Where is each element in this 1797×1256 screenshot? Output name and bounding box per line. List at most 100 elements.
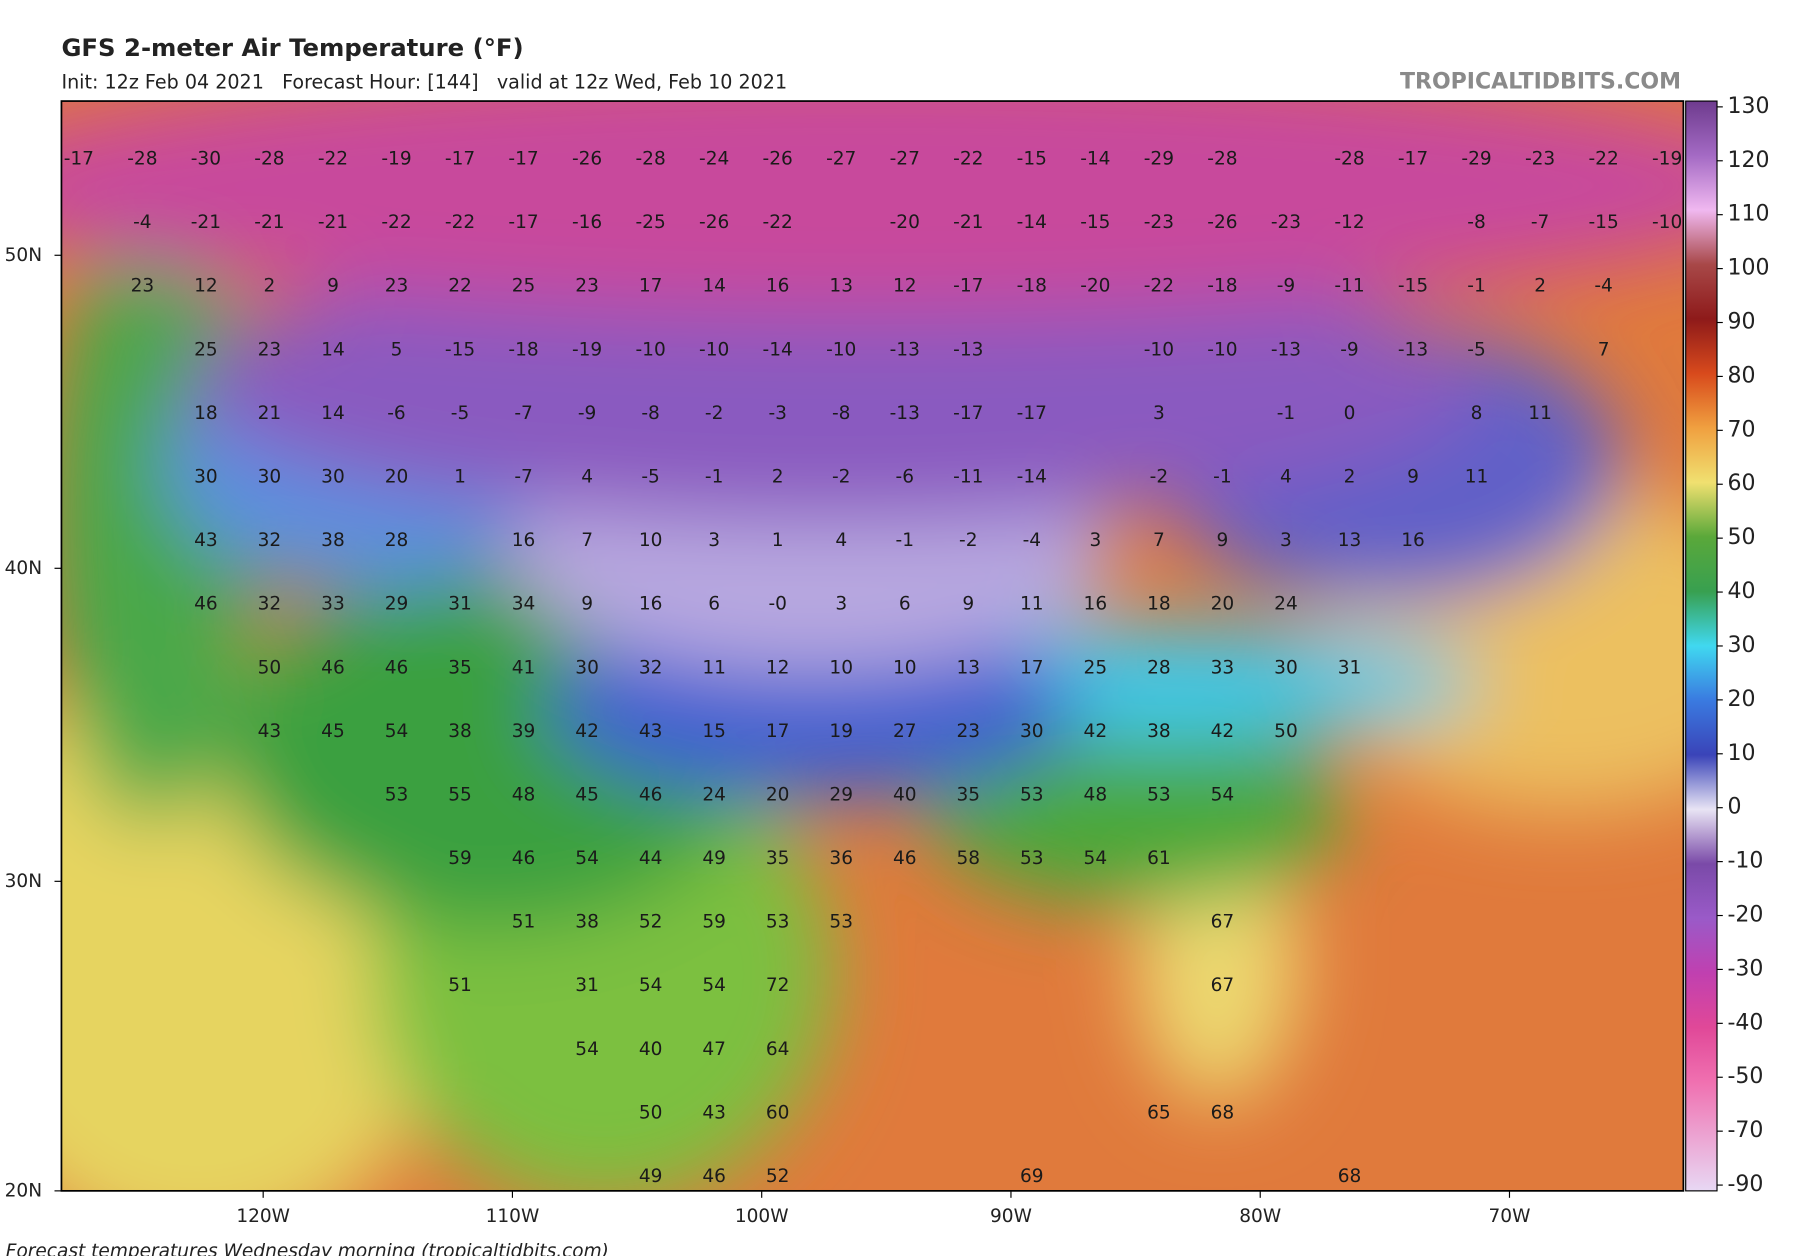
temperature-label: -8 xyxy=(832,403,850,424)
temperature-label: -14 xyxy=(1080,149,1110,170)
temperature-label: -2 xyxy=(1150,466,1168,487)
temperature-label: 7 xyxy=(581,530,593,551)
temperature-label: -13 xyxy=(1398,339,1428,360)
colorbar-tick-label: -50 xyxy=(1727,1064,1763,1089)
temperature-label: -17 xyxy=(953,403,983,424)
temperature-label: -26 xyxy=(763,149,793,170)
temperature-label: 42 xyxy=(575,721,599,742)
temperature-label: 42 xyxy=(1211,721,1235,742)
temperature-label: 6 xyxy=(899,594,911,615)
temperature-label: 11 xyxy=(1465,466,1489,487)
temperature-label: 51 xyxy=(448,975,472,996)
temperature-label: 7 xyxy=(1598,339,1610,360)
caption: Forecast temperatures Wednesday morning … xyxy=(6,1241,609,1256)
colorbar-tick-label: 110 xyxy=(1727,202,1769,227)
temperature-label: 20 xyxy=(1211,594,1235,615)
longitude-label: 90W xyxy=(990,1206,1032,1227)
temperature-label: 68 xyxy=(1338,1166,1362,1187)
temperature-label: 52 xyxy=(766,1166,790,1187)
temperature-label: 48 xyxy=(512,784,536,805)
temperature-label: 53 xyxy=(766,912,790,933)
temperature-label: -4 xyxy=(1023,530,1041,551)
temperature-label: -4 xyxy=(1594,276,1612,297)
temperature-label: 43 xyxy=(702,1102,726,1123)
temperature-label: 30 xyxy=(321,466,345,487)
temperature-label: -22 xyxy=(1588,149,1618,170)
temperature-label: 18 xyxy=(1147,594,1171,615)
temperature-label: 28 xyxy=(385,530,409,551)
colorbar-tick-label: 20 xyxy=(1727,687,1755,712)
temperature-label: -17 xyxy=(64,149,94,170)
temperature-label: 10 xyxy=(639,530,663,551)
colorbar-tick-label: 130 xyxy=(1727,94,1769,119)
longitude-label: 100W xyxy=(735,1206,789,1227)
temperature-label: 41 xyxy=(512,657,536,678)
temperature-label: 64 xyxy=(766,1039,790,1060)
longitude-label: 110W xyxy=(486,1206,540,1227)
temperature-label: -16 xyxy=(572,212,602,233)
temperature-label: 15 xyxy=(702,721,726,742)
temperature-label: 14 xyxy=(702,276,726,297)
temperature-label: -17 xyxy=(1398,149,1428,170)
temperature-label: -23 xyxy=(1144,212,1174,233)
temperature-label: -21 xyxy=(318,212,348,233)
longitude-label: 120W xyxy=(236,1206,290,1227)
map-subtitle: Init: 12z Feb 04 2021 Forecast Hour: [14… xyxy=(61,70,787,93)
temperature-label: 60 xyxy=(766,1102,790,1123)
temperature-label: 2 xyxy=(1534,276,1546,297)
temperature-label: 11 xyxy=(1020,594,1044,615)
temperature-label: 72 xyxy=(766,975,790,996)
temperature-label: 12 xyxy=(766,657,790,678)
map-frame xyxy=(60,100,1685,1192)
colorbar-tick-label: -30 xyxy=(1727,956,1763,981)
colorbar-tick-label: 50 xyxy=(1727,525,1755,550)
temperature-label: 50 xyxy=(1274,721,1298,742)
temperature-label: 8 xyxy=(1471,403,1483,424)
latitude-label: 30N xyxy=(5,871,42,892)
temperature-label: 4 xyxy=(581,466,593,487)
temperature-label: -15 xyxy=(1080,212,1110,233)
temperature-label: -28 xyxy=(1207,149,1237,170)
temperature-label: -21 xyxy=(953,212,983,233)
temperature-label: 17 xyxy=(1020,657,1044,678)
temperature-label: -8 xyxy=(641,403,659,424)
colorbar-tick-label: 0 xyxy=(1727,795,1741,820)
temperature-label: -9 xyxy=(1340,339,1358,360)
temperature-label: 11 xyxy=(1528,403,1552,424)
temperature-label: 30 xyxy=(1020,721,1044,742)
temperature-label: -2 xyxy=(832,466,850,487)
temperature-label: -18 xyxy=(1207,276,1237,297)
temperature-label: 1 xyxy=(772,530,784,551)
temperature-label: -3 xyxy=(768,403,786,424)
temperature-label: -22 xyxy=(381,212,411,233)
temperature-label: -17 xyxy=(508,149,538,170)
temperature-label: 20 xyxy=(766,784,790,805)
temperature-label: 16 xyxy=(512,530,536,551)
temperature-label: 69 xyxy=(1020,1166,1044,1187)
temperature-label: -11 xyxy=(1334,276,1364,297)
temperature-label: 9 xyxy=(1407,466,1419,487)
temperature-label: -7 xyxy=(514,403,532,424)
temperature-label: -15 xyxy=(445,339,475,360)
temperature-label: 23 xyxy=(956,721,980,742)
temperature-label: -27 xyxy=(890,149,920,170)
temperature-label: 5 xyxy=(391,339,403,360)
temperature-label: 48 xyxy=(1084,784,1108,805)
colorbar-tick-label: 120 xyxy=(1727,148,1769,173)
temperature-label: -19 xyxy=(572,339,602,360)
temperature-label: 65 xyxy=(1147,1102,1171,1123)
temperature-label: 25 xyxy=(512,276,536,297)
colorbar-tick-label: -10 xyxy=(1727,849,1763,874)
temperature-label: -22 xyxy=(318,149,348,170)
temperature-label: 30 xyxy=(194,466,218,487)
temperature-label: 32 xyxy=(258,594,282,615)
temperature-label: -15 xyxy=(1588,212,1618,233)
temperature-label: 23 xyxy=(131,276,155,297)
temperature-label: -9 xyxy=(1277,276,1295,297)
temperature-label: 38 xyxy=(321,530,345,551)
temperature-label: -10 xyxy=(1144,339,1174,360)
temperature-label: -24 xyxy=(699,149,729,170)
temperature-label: 67 xyxy=(1211,912,1235,933)
temperature-label: 42 xyxy=(1084,721,1108,742)
colorbar-tick-label: 60 xyxy=(1727,471,1755,496)
